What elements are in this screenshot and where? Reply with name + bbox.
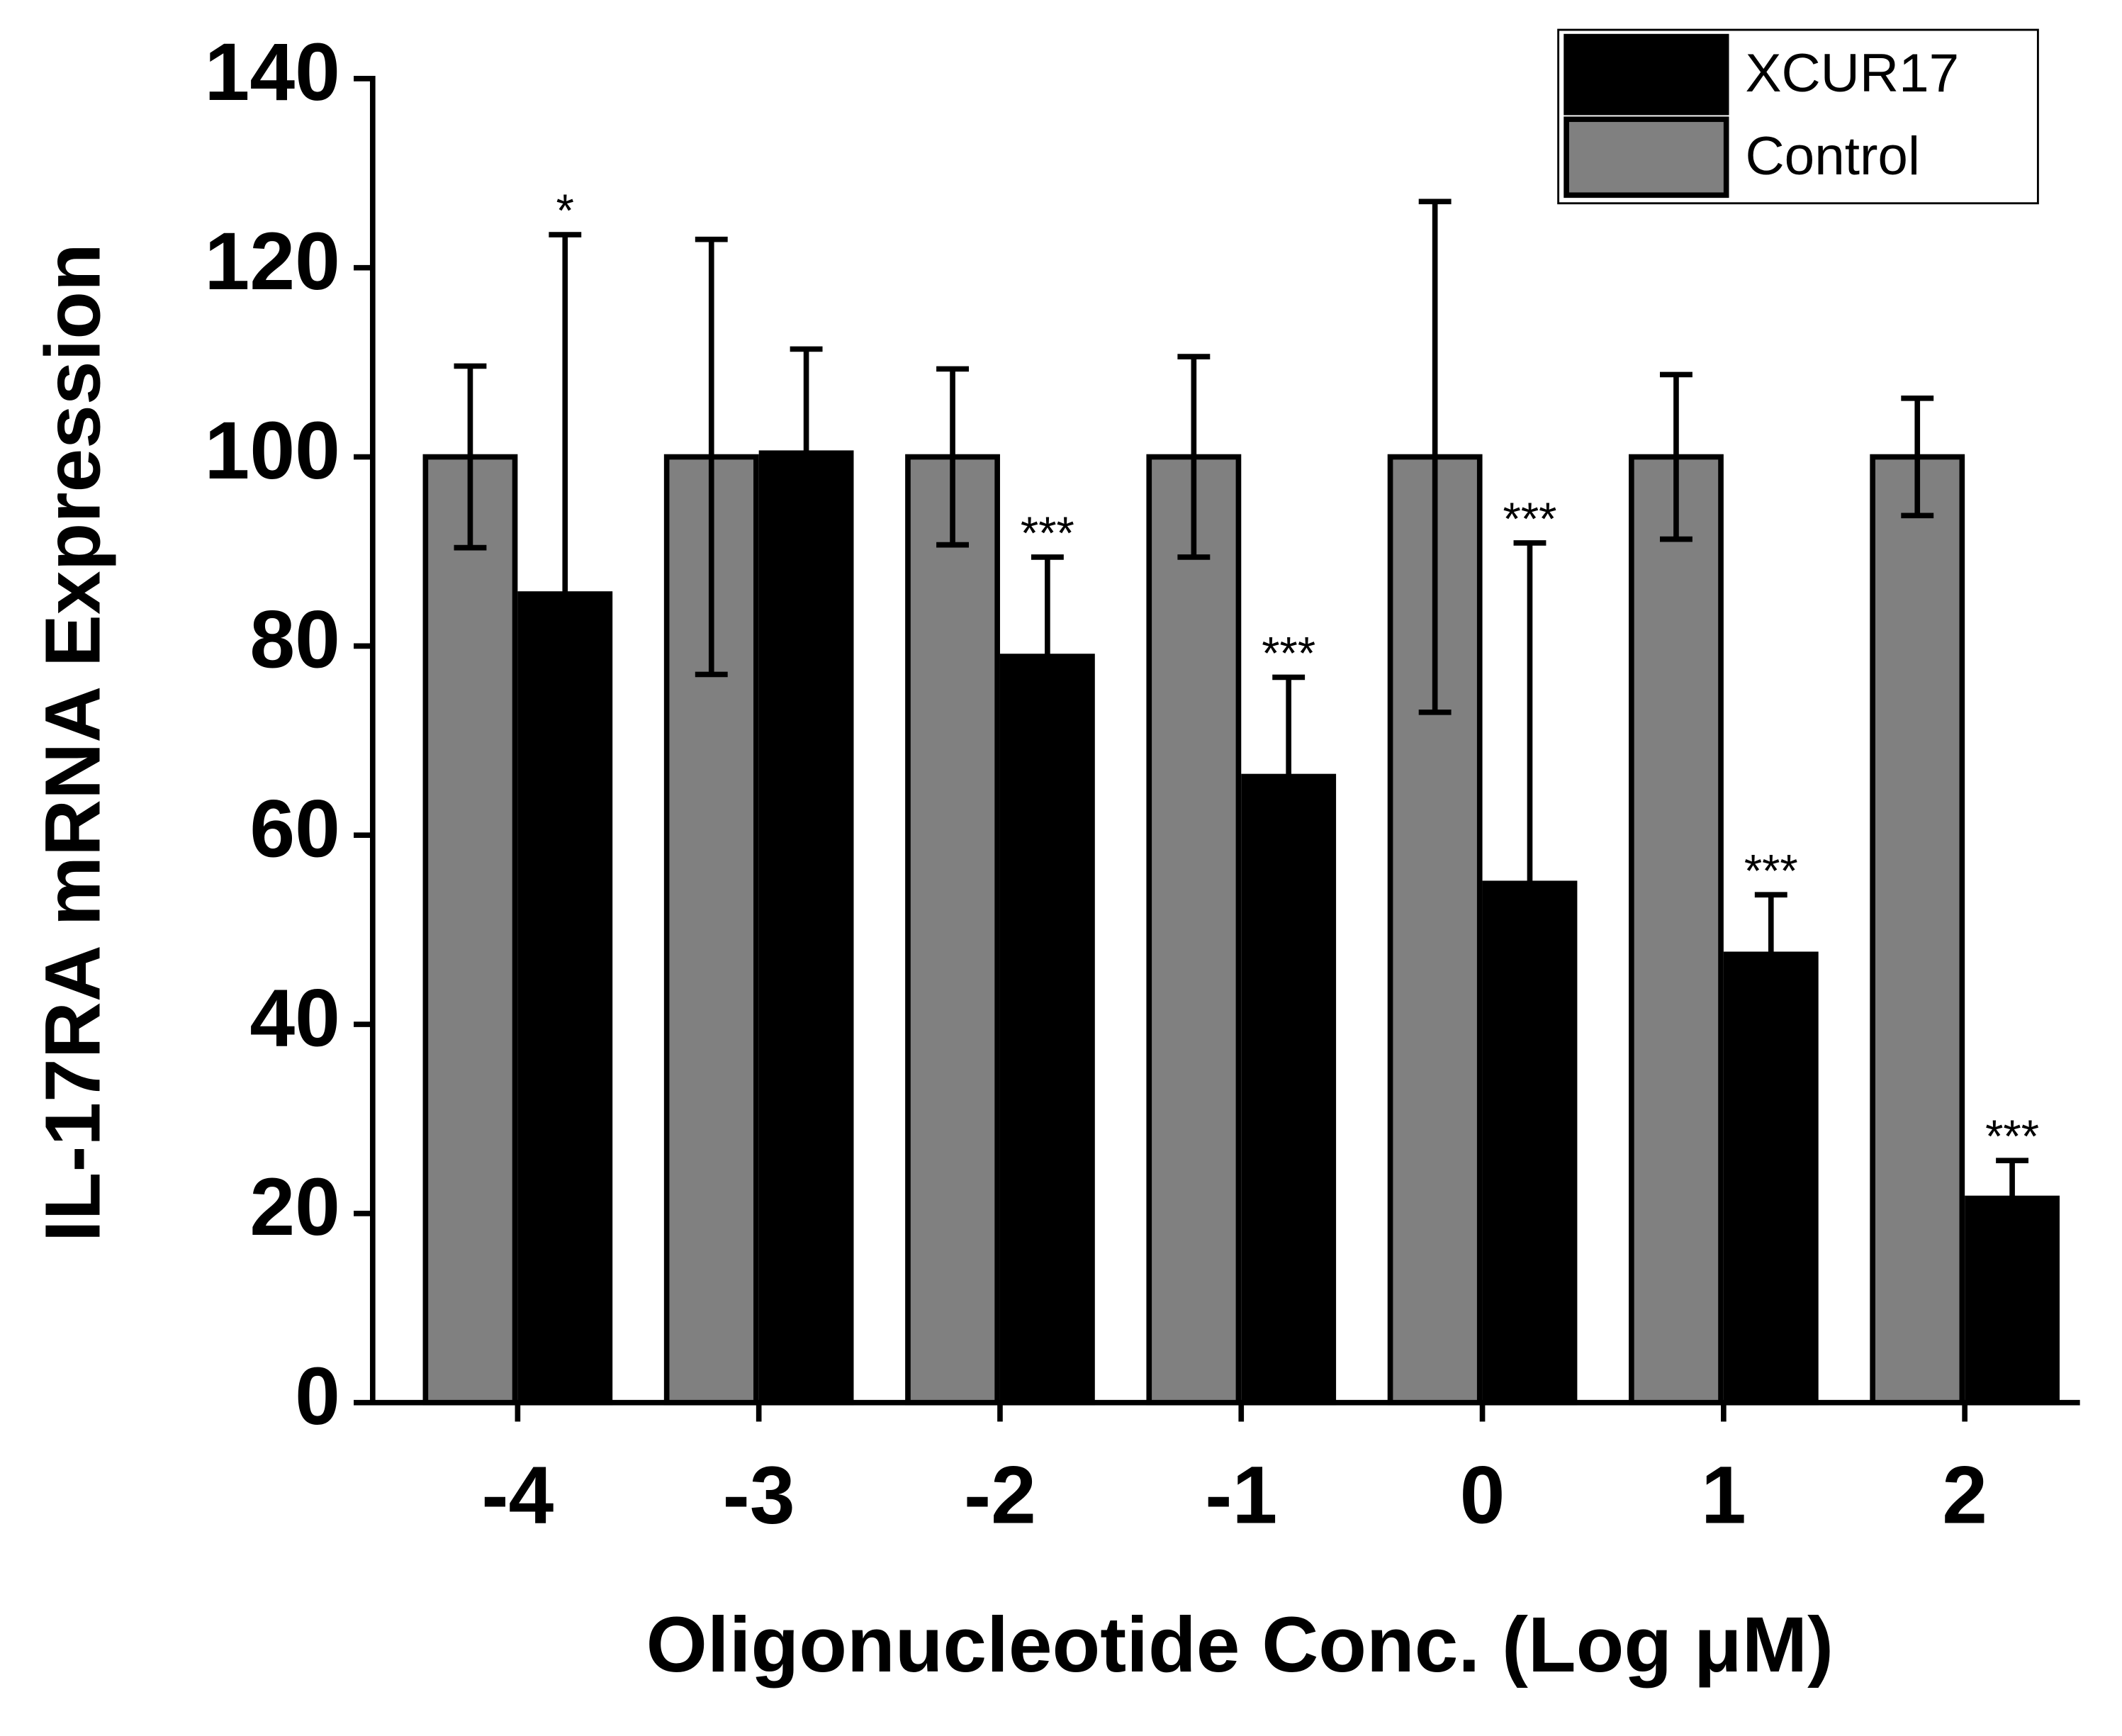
y-tick-label: 80 [249,595,340,685]
legend-label: Control [1745,126,1920,186]
significance-label: *** [1262,627,1315,679]
significance-label: *** [1021,507,1074,559]
y-tick-label: 120 [205,216,340,307]
error-bar [1031,554,1064,758]
error-bar [1177,354,1211,560]
x-tick-label: 0 [1460,1450,1505,1541]
legend-swatch [1564,33,1729,116]
error-bar [1660,371,1692,542]
error-bar [790,346,823,560]
bar [999,654,1095,1406]
y-tick-label: 140 [205,27,340,118]
x-tick-label: -3 [723,1450,795,1541]
y-tick-label: 100 [205,405,340,496]
x-tick-label: 2 [1942,1450,1987,1541]
x-axis-title: Oligonucleotide Conc. (Log μM) [646,1601,1834,1689]
bar [1146,454,1242,1406]
legend-swatch [1564,116,1729,198]
bar [1241,773,1337,1406]
y-tick-label: 60 [249,784,340,875]
x-tick-label: -1 [1205,1450,1277,1541]
error-bar [1754,892,1787,1017]
y-tick-label: 0 [295,1351,340,1442]
error-bar [695,236,728,678]
error-bar [1901,396,1934,519]
bar [758,450,854,1406]
significance-label: * [556,185,574,237]
y-tick-label: 20 [249,1162,340,1253]
error-bar [1418,198,1452,715]
bar [1723,951,1819,1406]
bar [422,454,518,1406]
error-bar [1272,674,1306,879]
error-bar [454,363,487,551]
legend-label: XCUR17 [1745,43,1959,103]
error-bar [549,232,582,956]
x-tick-label: -2 [964,1450,1036,1541]
bar [1629,454,1724,1406]
significance-label: *** [1744,845,1798,897]
x-tick-label: 1 [1701,1450,1746,1541]
error-bar [936,366,969,548]
bar [905,454,1000,1406]
bar [517,591,613,1406]
significance-label: *** [1985,1111,2039,1163]
error-bar [1996,1158,2029,1239]
y-tick-label: 40 [249,973,340,1063]
significance-label: *** [1503,493,1557,544]
x-tick-label: -4 [481,1450,554,1541]
y-axis-title: IL-17RA mRNA Expression [29,243,116,1242]
error-bar [1513,540,1546,1227]
bar [1870,454,1965,1406]
